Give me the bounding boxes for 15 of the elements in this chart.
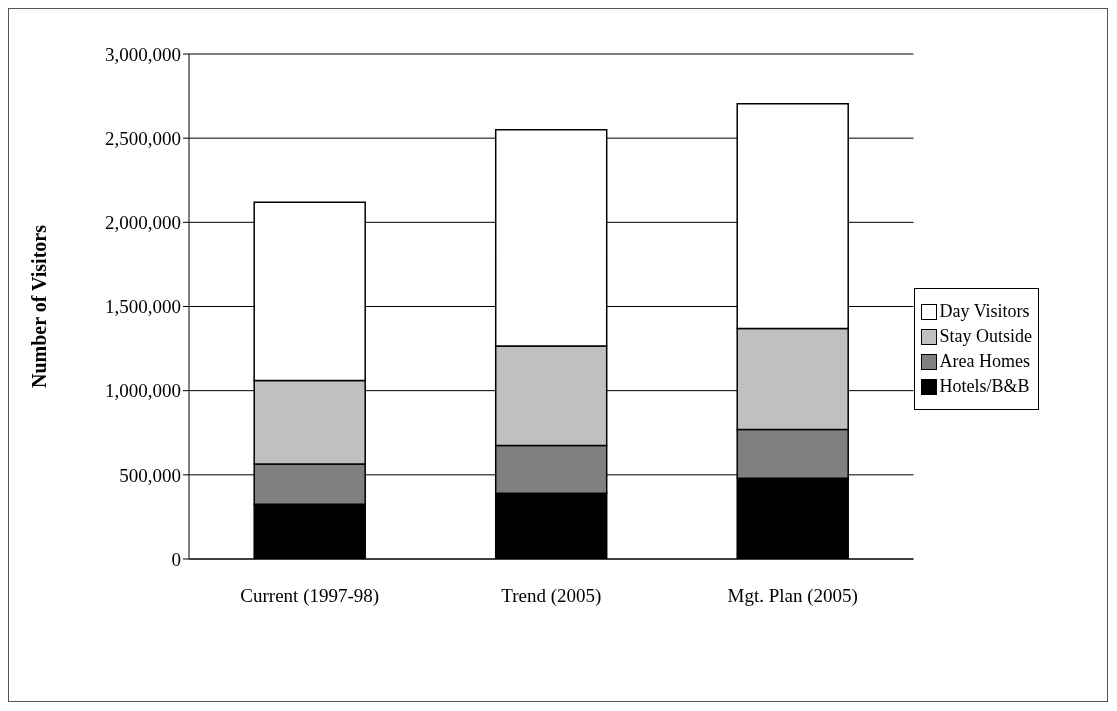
x-tick-label: Mgt. Plan (2005) [727, 585, 858, 608]
legend-label: Hotels/B&B [939, 376, 1030, 397]
y-tick-label: 2,500,000 [105, 127, 181, 149]
x-tick-label: Current (1997-98) [240, 585, 380, 608]
y-tick-label: 2,000,000 [105, 212, 181, 234]
y-tick-label: 0 [171, 548, 181, 570]
y-tick-label: 500,000 [119, 464, 181, 486]
y-tick-label: 3,000,000 [105, 43, 181, 65]
legend-label: Area Homes [939, 351, 1030, 372]
y-axis-title: Number of Visitors [28, 224, 51, 388]
legend-label: Day Visitors [939, 301, 1030, 322]
x-tick-label: Trend (2005) [501, 585, 602, 608]
y-tick-label: 1,500,000 [105, 296, 181, 318]
legend-label: Stay Outside [939, 326, 1032, 347]
y-tick-label: 1,000,000 [105, 380, 181, 402]
